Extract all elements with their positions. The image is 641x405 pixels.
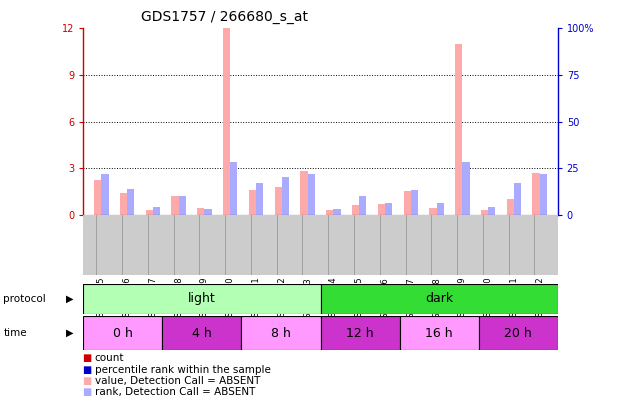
Bar	[146, 210, 153, 215]
Bar	[320, 316, 399, 350]
Bar	[411, 190, 418, 215]
Bar	[179, 196, 186, 215]
Bar	[404, 192, 411, 215]
Bar	[385, 203, 392, 215]
Bar	[479, 316, 558, 350]
Bar	[172, 196, 179, 215]
Bar	[197, 209, 204, 215]
Text: ■: ■	[82, 354, 91, 363]
Bar	[301, 171, 308, 215]
Bar	[230, 162, 238, 215]
Text: value, Detection Call = ABSENT: value, Detection Call = ABSENT	[95, 376, 260, 386]
Bar	[359, 196, 367, 215]
Bar	[162, 316, 242, 350]
Bar	[101, 174, 108, 215]
Bar	[399, 316, 479, 350]
Bar	[83, 316, 162, 350]
Text: light: light	[188, 292, 216, 305]
Bar	[540, 174, 547, 215]
Text: GDS1757 / 266680_s_at: GDS1757 / 266680_s_at	[141, 10, 308, 24]
Text: ▶: ▶	[66, 328, 74, 338]
Text: rank, Detection Call = ABSENT: rank, Detection Call = ABSENT	[95, 388, 255, 397]
Text: ■: ■	[82, 376, 91, 386]
Text: 20 h: 20 h	[504, 326, 532, 340]
Bar	[333, 209, 340, 215]
Bar	[514, 183, 521, 215]
Bar	[94, 181, 101, 215]
Bar	[481, 210, 488, 215]
Text: ■: ■	[82, 365, 91, 375]
Text: 8 h: 8 h	[271, 326, 291, 340]
Bar	[308, 174, 315, 215]
Bar	[506, 199, 514, 215]
Bar	[127, 189, 135, 215]
Text: time: time	[3, 328, 27, 338]
Text: 4 h: 4 h	[192, 326, 212, 340]
Bar	[83, 284, 320, 314]
Text: dark: dark	[425, 292, 453, 305]
Text: ▶: ▶	[66, 294, 74, 304]
Bar	[204, 209, 212, 215]
Text: ■: ■	[82, 388, 91, 397]
Bar	[320, 284, 558, 314]
Text: 16 h: 16 h	[425, 326, 453, 340]
Bar	[326, 210, 333, 215]
Bar	[223, 28, 230, 215]
Bar	[352, 205, 359, 215]
Bar	[242, 316, 320, 350]
Bar	[282, 177, 289, 215]
Bar	[429, 209, 437, 215]
Bar	[153, 207, 160, 215]
Bar	[249, 190, 256, 215]
Text: 12 h: 12 h	[346, 326, 374, 340]
Text: percentile rank within the sample: percentile rank within the sample	[95, 365, 271, 375]
Bar	[120, 193, 127, 215]
Bar	[274, 187, 282, 215]
Bar	[462, 162, 469, 215]
Bar	[256, 183, 263, 215]
Text: 0 h: 0 h	[113, 326, 133, 340]
Bar	[533, 173, 540, 215]
Text: count: count	[95, 354, 124, 363]
Bar	[488, 207, 495, 215]
Bar	[378, 204, 385, 215]
Text: protocol: protocol	[3, 294, 46, 304]
Bar	[455, 44, 462, 215]
Bar	[437, 203, 444, 215]
